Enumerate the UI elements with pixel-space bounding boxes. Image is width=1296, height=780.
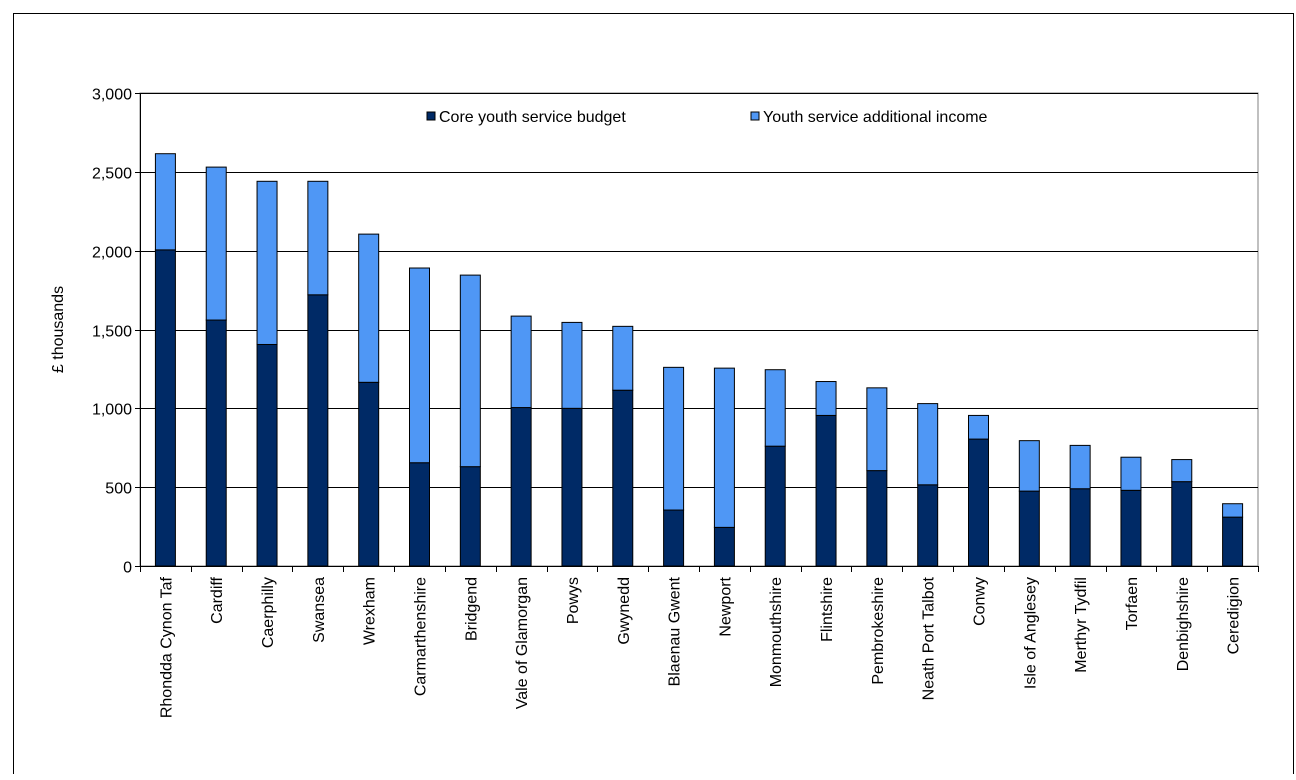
bar-core-16 — [968, 438, 989, 567]
bar-core-2 — [256, 343, 278, 567]
y-tick-label: 0 — [123, 560, 132, 577]
bar-core-3 — [307, 294, 329, 567]
x-tick-label: Gwynedd — [616, 577, 633, 645]
x-tick-label: Blaenau Gwent — [667, 576, 684, 686]
y-tick-label: 2,500 — [92, 166, 132, 183]
x-tick-label: Torfaen — [1124, 577, 1141, 630]
bar-core-9 — [612, 389, 634, 567]
bar-core-0 — [154, 249, 176, 567]
bar-additional-2 — [256, 180, 278, 345]
bar-additional-17 — [1018, 440, 1040, 492]
bar-core-4 — [358, 381, 380, 567]
bar-additional-19 — [1120, 456, 1142, 491]
x-tick-label: Newport — [717, 576, 734, 636]
bar-core-5 — [409, 462, 430, 567]
bar-additional-3 — [307, 180, 329, 296]
y-tick-label: 2,000 — [92, 245, 132, 262]
legend-label: Youth service additional income — [763, 109, 988, 126]
x-tick-label: Monmouthshire — [768, 577, 785, 687]
bar-core-11 — [713, 526, 735, 567]
bar-additional-12 — [764, 369, 786, 447]
bar-additional-9 — [612, 325, 634, 391]
y-tick-label: 500 — [105, 481, 132, 498]
x-tick-label: Bridgend — [463, 577, 480, 641]
bar-additional-4 — [358, 233, 380, 383]
x-tick-label: Pembrokeshire — [870, 577, 887, 685]
bar-additional-18 — [1069, 444, 1091, 490]
bar-core-8 — [561, 407, 583, 567]
stacked-bar-chart: 0 500 1,000 1,500 2,000 2,500 3,000 Rhondda Cyn… — [50, 87, 1259, 718]
x-tick-label: Vale of Glamorgan — [514, 577, 531, 709]
bar-additional-16 — [968, 414, 989, 440]
bar-additional-0 — [154, 153, 176, 251]
bar-core-12 — [764, 445, 786, 567]
bar-additional-10 — [663, 366, 685, 511]
bar-additional-8 — [561, 321, 583, 409]
x-tick-label: Flintshire — [819, 577, 836, 642]
x-tick-label: Powys — [565, 577, 582, 624]
bar-core-14 — [866, 470, 888, 567]
x-tick-label: Carmarthenshire — [413, 577, 430, 696]
bar-core-19 — [1120, 489, 1142, 567]
y-axis-label: £ thousands — [50, 286, 67, 373]
bar-core-17 — [1018, 490, 1040, 567]
y-tick-label: 3,000 — [92, 87, 132, 104]
x-tick-label: Cardiff — [209, 576, 226, 623]
x-tick-label: Conwy — [972, 577, 989, 626]
x-tick-label: Rhondda Cynon Taf — [158, 576, 175, 718]
legend-swatch — [750, 111, 760, 121]
x-tick-label: Wrexham — [362, 577, 379, 645]
legend-label: Core youth service budget — [439, 109, 626, 126]
x-tick-label: Swansea — [311, 577, 328, 643]
x-tick-label: Merthyr Tydfil — [1073, 577, 1090, 673]
bar-core-18 — [1069, 488, 1091, 567]
bar-additional-14 — [866, 387, 888, 472]
x-tick-label: Denbighshire — [1175, 577, 1192, 671]
x-tick-label: Ceredigion — [1226, 577, 1243, 654]
bar-core-10 — [663, 509, 685, 567]
chart-frame: 0 500 1,000 1,500 2,000 2,500 3,000 Rhondda Cyn… — [13, 13, 1294, 774]
y-tick-label: 1,000 — [92, 402, 132, 419]
bar-additional-20 — [1171, 459, 1193, 483]
bar-additional-6 — [459, 274, 481, 468]
bar-core-13 — [815, 414, 837, 567]
legend-swatch — [426, 111, 436, 121]
bar-core-6 — [459, 466, 481, 567]
bar-core-20 — [1171, 481, 1193, 567]
bar-additional-7 — [510, 315, 532, 409]
bar-additional-5 — [409, 267, 430, 464]
bar-core-7 — [510, 407, 532, 567]
bar-additional-21 — [1222, 503, 1244, 518]
bar-core-15 — [917, 484, 939, 567]
x-tick-label: Caerphilly — [260, 577, 277, 648]
x-tick-label: Neath Port Talbot — [921, 576, 938, 700]
bar-additional-15 — [917, 403, 939, 486]
bar-additional-1 — [205, 166, 227, 321]
y-tick-label: 1,500 — [92, 324, 132, 341]
bar-additional-13 — [815, 381, 837, 416]
bar-additional-11 — [713, 367, 735, 528]
bar-core-1 — [205, 319, 227, 567]
bar-core-21 — [1222, 516, 1244, 567]
x-tick-label: Isle of Anglesey — [1022, 577, 1039, 689]
